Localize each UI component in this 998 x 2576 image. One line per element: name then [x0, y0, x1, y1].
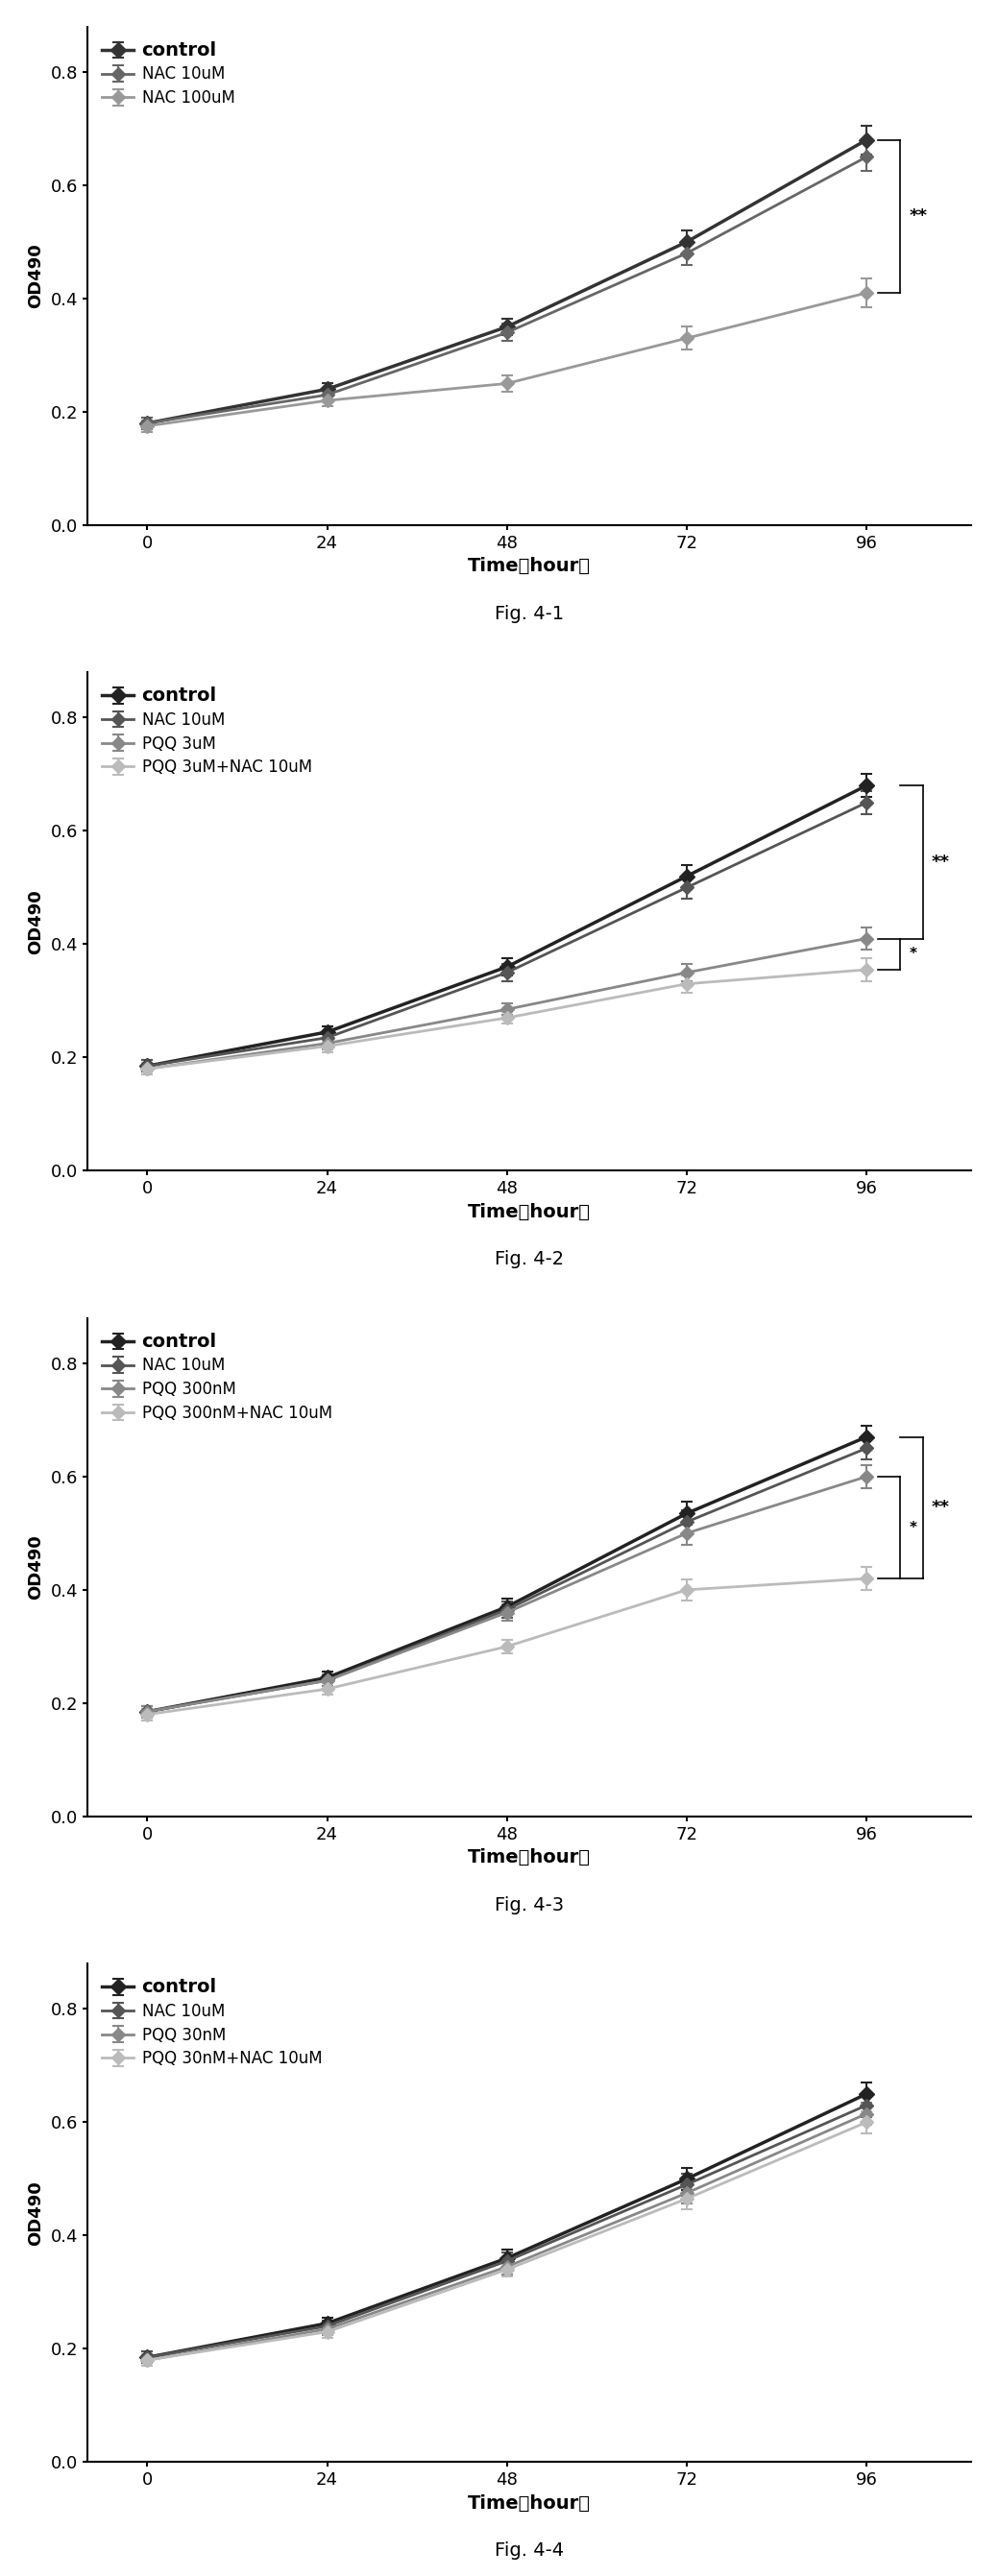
- X-axis label: Time（hour）: Time（hour）: [468, 1850, 591, 1868]
- Y-axis label: OD490: OD490: [27, 889, 44, 953]
- Legend: control, NAC 10uM, NAC 100uM: control, NAC 10uM, NAC 100uM: [96, 33, 242, 113]
- Text: Fig. 4-3: Fig. 4-3: [495, 1896, 564, 1914]
- Text: *: *: [909, 1520, 917, 1535]
- Y-axis label: OD490: OD490: [27, 1535, 44, 1600]
- Text: Fig. 4-2: Fig. 4-2: [495, 1249, 564, 1270]
- Legend: control, NAC 10uM, PQQ 3uM, PQQ 3uM+NAC 10uM: control, NAC 10uM, PQQ 3uM, PQQ 3uM+NAC …: [96, 680, 318, 783]
- Text: Fig. 4-4: Fig. 4-4: [495, 2543, 564, 2561]
- Text: Fig. 4-1: Fig. 4-1: [495, 605, 564, 623]
- Text: **: **: [931, 1499, 950, 1517]
- Text: *: *: [909, 948, 917, 961]
- Text: **: **: [931, 853, 950, 871]
- Legend: control, NAC 10uM, PQQ 300nM, PQQ 300nM+NAC 10uM: control, NAC 10uM, PQQ 300nM, PQQ 300nM+…: [96, 1327, 338, 1427]
- Y-axis label: OD490: OD490: [27, 242, 44, 309]
- Text: **: **: [909, 209, 927, 224]
- X-axis label: Time（hour）: Time（hour）: [468, 1203, 591, 1221]
- X-axis label: Time（hour）: Time（hour）: [468, 556, 591, 574]
- Y-axis label: OD490: OD490: [27, 2179, 44, 2246]
- Legend: control, NAC 10uM, PQQ 30nM, PQQ 30nM+NAC 10uM: control, NAC 10uM, PQQ 30nM, PQQ 30nM+NA…: [96, 1971, 328, 2074]
- X-axis label: Time（hour）: Time（hour）: [468, 2494, 591, 2512]
